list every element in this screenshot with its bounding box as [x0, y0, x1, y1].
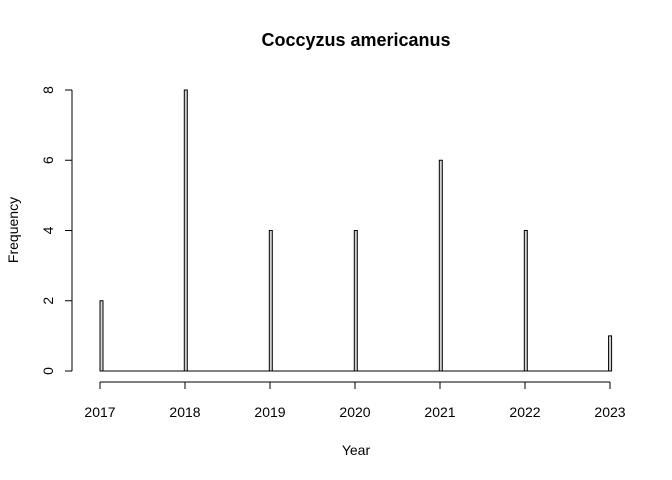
x-axis-label: Year	[342, 442, 371, 458]
y-tick-label: 0	[40, 367, 56, 375]
y-axis-label: Frequency	[5, 197, 21, 263]
x-tick-label: 2022	[509, 404, 540, 420]
x-tick-label: 2023	[594, 404, 625, 420]
y-tick-label: 8	[40, 86, 56, 94]
x-tick-label: 2020	[339, 404, 370, 420]
bar-2018	[183, 89, 188, 372]
chart-title: Coccyzus americanus	[261, 30, 450, 50]
bar-2019	[268, 230, 273, 372]
axes: 2017 2018 2019 2020 2021 2022 2023 0 2 4 6 8	[40, 86, 626, 420]
bar-2021	[438, 159, 443, 372]
bar-2020	[353, 230, 358, 372]
x-tick-label: 2017	[84, 404, 115, 420]
y-tick-label: 2	[40, 297, 56, 305]
y-tick-label: 4	[40, 226, 56, 234]
bar-2023	[608, 335, 613, 372]
bars	[99, 89, 613, 372]
bar-2017	[99, 300, 104, 372]
bar-2022	[523, 230, 528, 372]
x-tick-label: 2019	[254, 404, 285, 420]
x-tick-label: 2018	[169, 404, 200, 420]
x-tick-label: 2021	[424, 404, 455, 420]
y-tick-label: 6	[40, 156, 56, 164]
